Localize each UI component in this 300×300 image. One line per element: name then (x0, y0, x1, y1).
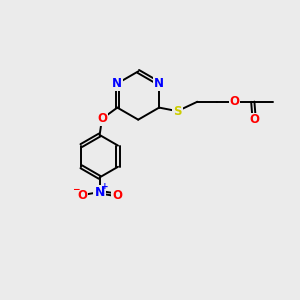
Text: O: O (230, 95, 239, 108)
Text: N: N (112, 77, 122, 90)
Text: O: O (77, 188, 87, 202)
Text: O: O (249, 113, 259, 127)
Text: N: N (94, 186, 105, 199)
Text: −: − (72, 185, 79, 194)
Text: S: S (173, 105, 182, 118)
Text: O: O (112, 188, 122, 202)
Text: O: O (97, 112, 107, 125)
Text: +: + (101, 182, 109, 191)
Text: N: N (154, 77, 164, 90)
